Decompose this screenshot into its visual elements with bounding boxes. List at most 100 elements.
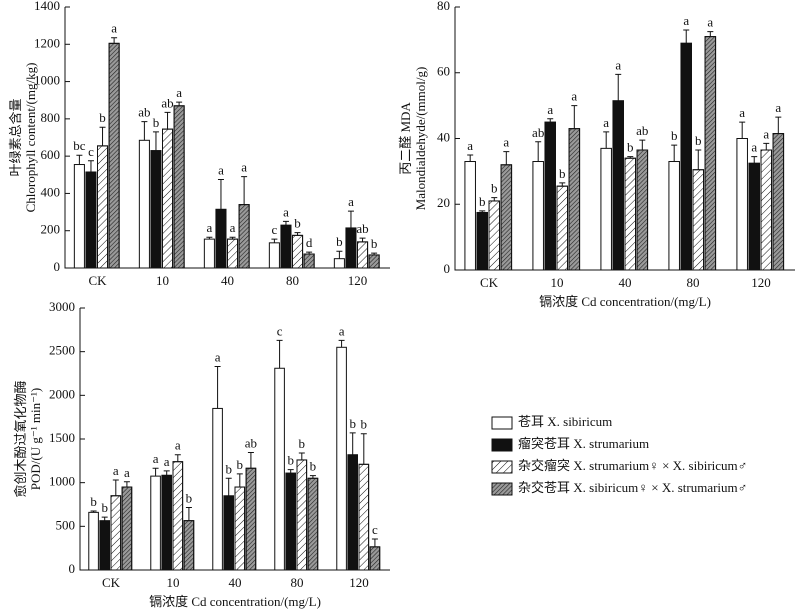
bar-group (172, 461, 184, 571)
significance-letter: a (707, 15, 713, 30)
error-bar (164, 111, 171, 130)
bar-group (150, 150, 162, 269)
bar-group (500, 164, 513, 271)
error-bar (101, 516, 108, 521)
error-bar (214, 366, 221, 409)
y-tick-label: 500 (56, 517, 76, 532)
error-bar (141, 121, 148, 141)
y-tick-label: 3000 (49, 299, 75, 314)
error-bar (282, 220, 289, 226)
y-tick-label: 800 (41, 110, 61, 125)
x-tick-label: 40 (619, 275, 632, 290)
bar-hatch (500, 164, 513, 271)
bar-hatch (488, 200, 501, 271)
bar-group (624, 157, 637, 271)
bar-group (274, 367, 285, 571)
bar-hatch (296, 459, 308, 571)
significance-letter: b (90, 494, 97, 509)
error-bar (287, 469, 294, 474)
y-tick-label: 200 (41, 222, 61, 237)
x-axis-label: 镉浓度 Cd concentration/(mg/L) (149, 594, 321, 609)
bar-hatch (772, 133, 785, 271)
bar (680, 42, 693, 271)
bar (223, 495, 234, 571)
bar (748, 162, 761, 271)
legend-label: 杂交瘤突 X. strumarium♀ × X. sibiricum♂ (518, 458, 747, 473)
significance-letter: b (371, 236, 378, 251)
error-bar (491, 197, 498, 201)
error-bar (271, 238, 278, 243)
y-tick-label: 1400 (34, 0, 60, 13)
significance-letter: a (230, 220, 236, 235)
significance-letter: b (153, 115, 160, 130)
significance-letter: c (277, 323, 283, 338)
error-bar (76, 154, 83, 165)
error-bar (739, 121, 746, 139)
significance-letter: ab (636, 123, 648, 138)
legend-label: 瘤突苍耳 X. strumarium (518, 436, 649, 451)
bar (274, 367, 285, 571)
x-tick-label: 10 (156, 273, 169, 288)
legend-swatch (491, 438, 513, 452)
significance-letter: a (175, 438, 181, 453)
error-bar (371, 252, 378, 255)
x-tick-label: CK (88, 273, 107, 288)
error-bar (111, 37, 118, 44)
bar-hatch (121, 486, 133, 571)
error-bar (683, 29, 690, 44)
error-bar (236, 473, 243, 488)
significance-letter: a (176, 85, 182, 100)
bar (336, 346, 347, 571)
significance-letter: b (479, 194, 486, 209)
bar-group (110, 495, 122, 571)
error-bar (247, 452, 254, 469)
bar-group (303, 253, 315, 269)
bar-hatch (162, 128, 174, 269)
significance-letter: a (164, 454, 170, 469)
bar-hatch (183, 520, 195, 571)
error-bar (627, 156, 634, 159)
significance-letter: ab (356, 221, 368, 236)
y-tick-label: 60 (437, 64, 450, 79)
significance-letter: a (215, 349, 221, 364)
significance-letter: b (671, 128, 678, 143)
bar-group (636, 149, 649, 271)
bar-group (333, 258, 345, 269)
bar-hatch (172, 461, 184, 571)
significance-letter: b (186, 491, 193, 506)
y-axis-label: Malondialdehyde/(mmol/g) (413, 67, 428, 211)
bar (150, 150, 162, 269)
bar-group (680, 42, 693, 271)
error-bar (615, 73, 622, 101)
error-bar (763, 142, 770, 151)
error-bar (336, 250, 343, 259)
significance-letter: a (218, 162, 224, 177)
bar-hatch (238, 204, 250, 269)
legend-swatch-hatch (491, 460, 513, 474)
bar-group (748, 162, 761, 271)
significance-letter: a (339, 323, 345, 338)
legend-swatch-hatch (491, 482, 513, 496)
bar-group (234, 486, 246, 571)
significance-letter: a (348, 194, 354, 209)
error-bar (90, 510, 97, 513)
significance-letter: ab (138, 105, 150, 120)
bar (464, 161, 476, 271)
error-bar (152, 131, 159, 151)
bar (280, 224, 292, 269)
significance-letter: a (111, 21, 117, 36)
bar-group (285, 472, 297, 571)
bar (88, 511, 99, 571)
bar-group (85, 171, 97, 269)
bar-group (150, 475, 161, 571)
x-tick-label: 120 (348, 273, 368, 288)
bar-group (357, 241, 369, 269)
y-tick-label: 80 (437, 0, 450, 13)
legend-label: 苍耳 X. sibiricum (518, 414, 612, 429)
y-tick-label: 2000 (49, 386, 75, 401)
significance-letter: b (336, 234, 343, 249)
significance-letter: b (559, 166, 566, 181)
error-bar (99, 126, 106, 146)
y-axis-label: 叶绿素总含量 (8, 98, 23, 176)
bar-group (556, 185, 569, 271)
